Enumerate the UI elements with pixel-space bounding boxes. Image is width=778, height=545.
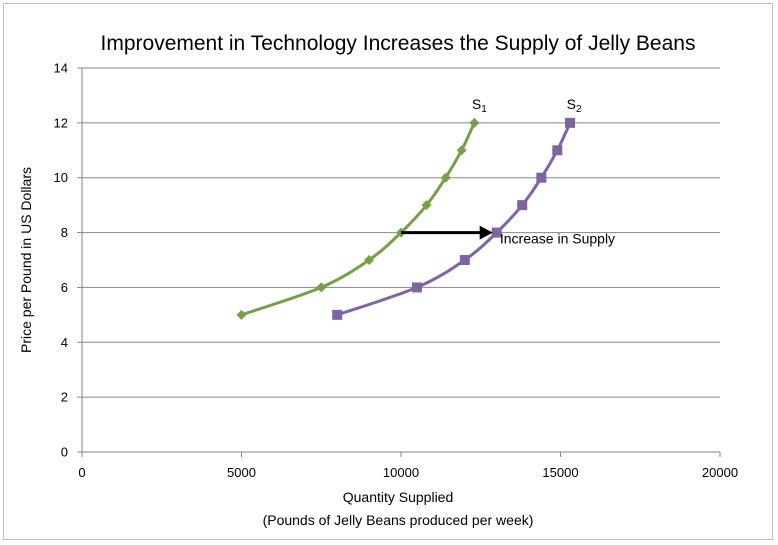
series-label-s1: S1 bbox=[472, 96, 487, 115]
x-axis-label: Quantity Supplied bbox=[343, 489, 454, 505]
chart-frame bbox=[3, 3, 773, 540]
y-tick-2: 2 bbox=[61, 390, 68, 405]
x-tick-20000: 20000 bbox=[702, 465, 738, 480]
increase-arrow-head bbox=[479, 225, 493, 240]
series-group: S1 S2 bbox=[236, 96, 582, 320]
y-tick-10: 10 bbox=[54, 170, 68, 185]
x-tick-labels: 0 5000 10000 15000 20000 bbox=[78, 465, 738, 480]
point-s1-2 bbox=[364, 255, 375, 265]
point-s2-4 bbox=[517, 200, 528, 211]
grid-lines bbox=[82, 67, 720, 398]
point-s2-5 bbox=[536, 172, 547, 183]
y-tick-8: 8 bbox=[61, 225, 68, 240]
y-tick-0: 0 bbox=[61, 445, 68, 460]
series-line-s1 bbox=[241, 122, 476, 317]
point-s1-6 bbox=[456, 145, 467, 156]
y-tick-12: 12 bbox=[54, 115, 68, 130]
y-tick-14: 14 bbox=[54, 61, 68, 76]
y-tick-4: 4 bbox=[61, 335, 68, 350]
y-tick-6: 6 bbox=[61, 280, 68, 295]
x-axis-label-sub: (Pounds of Jelly Beans produced per week… bbox=[263, 512, 534, 528]
chart-title: Improvement in Technology Increases the … bbox=[101, 32, 696, 55]
point-s2-1 bbox=[411, 282, 422, 293]
point-s2-7 bbox=[565, 117, 576, 128]
y-axis-label: Price per Pound in US Dollars bbox=[18, 167, 34, 353]
y-tick-labels: 0 2 4 6 8 10 12 14 bbox=[54, 61, 68, 460]
increase-in-supply-label: Increase in Supply bbox=[500, 231, 615, 247]
point-s1-5 bbox=[440, 172, 451, 183]
point-s1-4 bbox=[421, 200, 432, 211]
x-tick-5000: 5000 bbox=[227, 465, 256, 480]
series-line-s2 bbox=[336, 122, 572, 317]
point-s2-2 bbox=[459, 255, 470, 265]
point-s2-6 bbox=[552, 145, 563, 156]
point-s1-0 bbox=[236, 309, 247, 320]
axes bbox=[77, 67, 721, 457]
x-tick-0: 0 bbox=[78, 465, 85, 480]
point-s2-3 bbox=[491, 227, 502, 238]
series-label-s2: S2 bbox=[567, 96, 582, 115]
point-s2-0 bbox=[332, 309, 343, 320]
x-tick-10000: 10000 bbox=[383, 465, 419, 480]
point-s1-1 bbox=[316, 282, 327, 293]
annotations: Increase in Supply bbox=[401, 225, 615, 247]
x-tick-15000: 15000 bbox=[542, 465, 578, 480]
point-s1-7 bbox=[469, 117, 480, 128]
